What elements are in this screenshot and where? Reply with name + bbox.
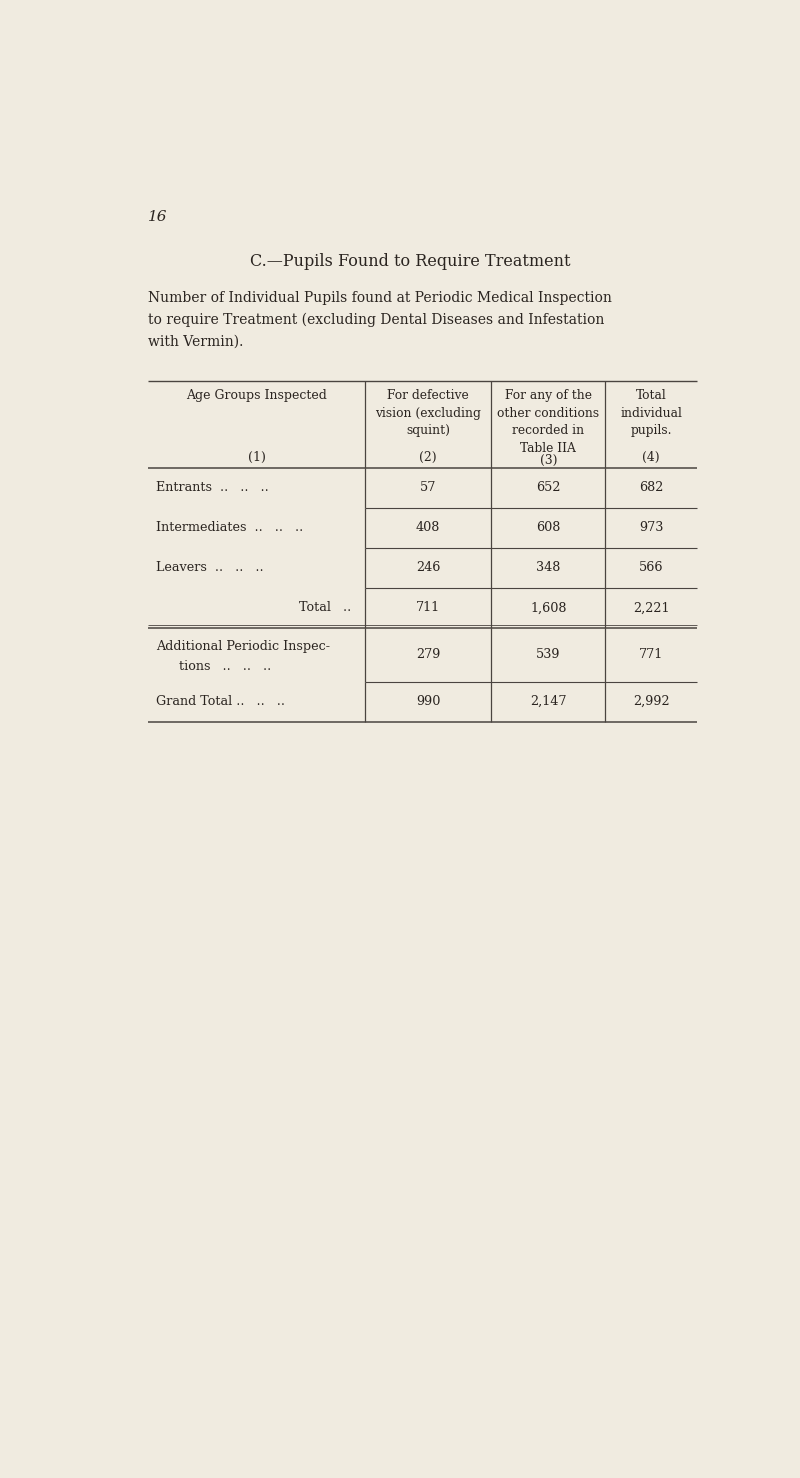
Text: to require Treatment (excluding Dental Diseases and Infestation: to require Treatment (excluding Dental D…	[148, 313, 605, 327]
Text: 57: 57	[420, 482, 437, 494]
Text: 771: 771	[639, 649, 663, 661]
Text: Entrants  ..   ..   ..: Entrants .. .. ..	[156, 482, 269, 494]
Text: 348: 348	[536, 562, 561, 575]
Text: Total
individual
pupils.: Total individual pupils.	[620, 389, 682, 437]
Text: For defective
vision (excluding
squint): For defective vision (excluding squint)	[375, 389, 481, 437]
Text: Additional Periodic Inspec-: Additional Periodic Inspec-	[156, 640, 330, 653]
Text: (4): (4)	[642, 451, 660, 464]
Text: 2,221: 2,221	[633, 602, 670, 615]
Text: Total   ..: Total ..	[299, 602, 351, 615]
Text: 608: 608	[536, 522, 561, 534]
Text: 279: 279	[416, 649, 440, 661]
Text: 16: 16	[148, 210, 167, 223]
Text: 2,147: 2,147	[530, 695, 566, 708]
Text: (3): (3)	[539, 454, 557, 467]
Text: 990: 990	[416, 695, 440, 708]
Text: 652: 652	[536, 482, 561, 494]
Text: Number of Individual Pupils found at Periodic Medical Inspection: Number of Individual Pupils found at Per…	[148, 291, 612, 306]
Text: 566: 566	[638, 562, 663, 575]
Text: (2): (2)	[419, 451, 437, 464]
Text: 682: 682	[639, 482, 663, 494]
Text: Intermediates  ..   ..   ..: Intermediates .. .. ..	[156, 522, 303, 534]
Text: 711: 711	[416, 602, 440, 615]
Text: 408: 408	[416, 522, 440, 534]
Text: 246: 246	[416, 562, 440, 575]
Text: C.—Pupils Found to Require Treatment: C.—Pupils Found to Require Treatment	[250, 253, 570, 270]
Text: For any of the
other conditions
recorded in
Table IIA: For any of the other conditions recorded…	[498, 389, 599, 455]
Text: Age Groups Inspected: Age Groups Inspected	[186, 389, 327, 402]
Text: tions   ..   ..   ..: tions .. .. ..	[179, 661, 271, 672]
Text: 539: 539	[536, 649, 561, 661]
Text: Leavers  ..   ..   ..: Leavers .. .. ..	[156, 562, 263, 575]
Text: with Vermin).: with Vermin).	[148, 334, 243, 349]
Text: (1): (1)	[248, 451, 266, 464]
Text: 973: 973	[639, 522, 663, 534]
Text: 1,608: 1,608	[530, 602, 566, 615]
Text: 2,992: 2,992	[633, 695, 670, 708]
Text: Grand Total ..   ..   ..: Grand Total .. .. ..	[156, 695, 285, 708]
